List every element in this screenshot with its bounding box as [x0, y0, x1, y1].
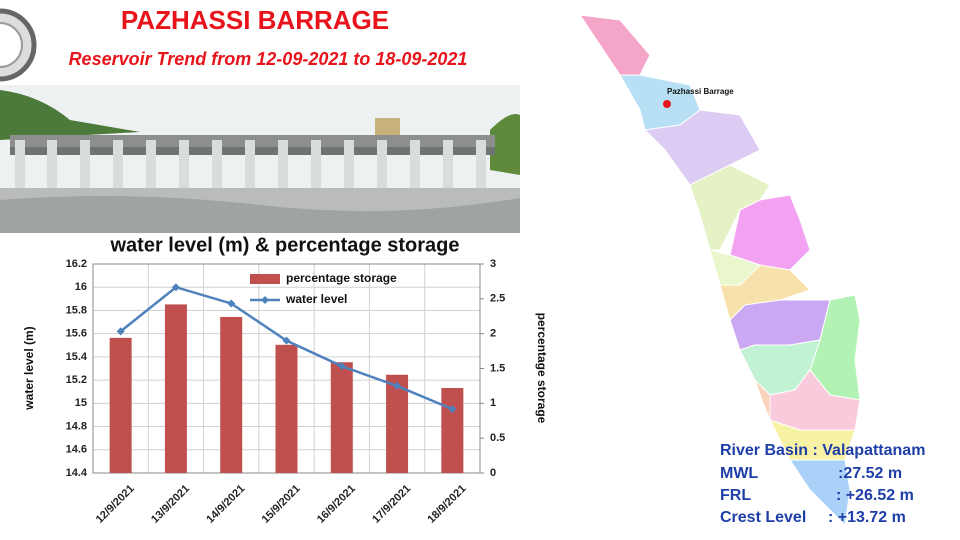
legend-swatch	[261, 296, 269, 304]
info-label: FRL	[720, 487, 751, 504]
line-marker	[337, 362, 346, 371]
y2-axis-title: percentage storage	[535, 313, 549, 424]
line-marker	[448, 405, 457, 414]
legend-swatch	[250, 274, 280, 284]
info-value: : +26.52 m	[836, 487, 914, 504]
info-value: :27.52 m	[838, 465, 902, 482]
y-tick-label: 14.4	[66, 467, 88, 479]
line-marker	[282, 336, 291, 345]
chart-title: water level (m) & percentage storage	[109, 234, 459, 256]
map-marker-label: Pazhassi Barrage	[667, 87, 734, 96]
info-label: MWL	[720, 465, 758, 482]
y2-tick-label: 1.5	[490, 362, 505, 374]
bar	[164, 304, 187, 473]
line-marker	[393, 381, 402, 390]
bar	[109, 337, 132, 473]
y-tick-label: 15.8	[66, 304, 87, 316]
y-tick-label: 14.8	[66, 420, 87, 432]
line-marker	[116, 327, 125, 336]
y-tick-label: 14.6	[66, 444, 87, 456]
bar	[220, 316, 243, 473]
slide-title: PAZHASSI BARRAGE	[121, 5, 389, 35]
y-tick-label: 15.6	[66, 328, 87, 340]
y2-tick-label: 1	[490, 397, 496, 409]
bar	[441, 388, 464, 473]
y2-tick-label: 2.5	[490, 293, 505, 305]
y2-tick-label: 0	[490, 467, 496, 479]
kerala-map	[578, 14, 861, 527]
chart-background	[0, 234, 520, 540]
map-marker	[663, 100, 671, 108]
logo	[0, 8, 37, 82]
y2-tick-label: 0.5	[490, 432, 505, 444]
y-tick-label: 15.4	[66, 351, 88, 363]
info-label: Crest Level	[720, 509, 806, 526]
y-tick-label: 15.2	[66, 374, 87, 386]
line-marker	[227, 299, 236, 308]
barrage-photo	[0, 85, 520, 233]
bar	[386, 374, 409, 473]
legend-label: water level	[285, 292, 347, 306]
info-value: : +13.72 m	[828, 509, 906, 526]
bar	[330, 362, 353, 473]
info-label: River Basin : Valapattanam	[720, 442, 925, 459]
y2-tick-label: 3	[490, 258, 496, 270]
slide-subtitle: Reservoir Trend from 12-09-2021 to 18-09…	[69, 49, 468, 69]
y-tick-label: 16.2	[66, 258, 87, 270]
bar	[275, 344, 298, 473]
y-tick-label: 16	[75, 281, 87, 293]
y-tick-label: 15	[75, 397, 87, 409]
line-marker	[171, 283, 180, 292]
y2-tick-label: 2	[490, 328, 496, 340]
y-axis-title: water level (m)	[22, 326, 36, 410]
legend-label: percentage storage	[286, 271, 397, 285]
